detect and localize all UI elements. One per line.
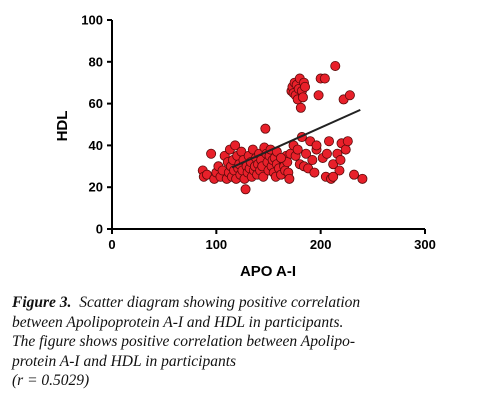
x-axis: 0 100 200 300 xyxy=(108,228,436,252)
x-axis-title: APO A-I xyxy=(240,263,296,280)
data-point xyxy=(300,81,311,92)
data-point xyxy=(349,169,360,180)
data-point xyxy=(307,155,318,166)
x-tick-label: 300 xyxy=(414,237,436,252)
data-point xyxy=(240,184,251,195)
data-point xyxy=(328,171,339,182)
data-point xyxy=(340,144,351,155)
data-point xyxy=(276,152,287,163)
data-point xyxy=(335,155,346,166)
data-point xyxy=(330,60,341,71)
data-point xyxy=(342,136,353,147)
trend-line xyxy=(231,108,361,169)
data-point xyxy=(295,102,306,113)
x-tick-label: 100 xyxy=(205,237,227,252)
y-tick-label: 20 xyxy=(89,180,103,195)
data-point xyxy=(319,73,330,84)
x-tick-label: 200 xyxy=(310,237,332,252)
y-tick-label: 60 xyxy=(89,96,103,111)
data-point xyxy=(206,148,217,159)
data-point xyxy=(344,90,355,101)
data-point xyxy=(284,173,295,184)
y-axis-title: HDL xyxy=(54,111,71,142)
caption-label: Figure 3. xyxy=(12,294,72,311)
data-points xyxy=(197,60,368,195)
data-point xyxy=(311,140,322,151)
data-point xyxy=(309,167,320,178)
scatter-chart: 0 20 40 60 80 100 0 100 200 300 HDL APO A-I xyxy=(54,13,436,281)
data-point xyxy=(324,136,335,147)
caption-text: Scatter diagram showing positive correla… xyxy=(79,294,361,311)
caption-line: The figure shows positive correlation be… xyxy=(12,333,355,350)
data-point xyxy=(260,123,271,134)
data-point xyxy=(230,140,241,151)
data-point xyxy=(297,92,308,103)
data-point xyxy=(301,148,312,159)
data-point xyxy=(357,173,368,184)
data-point xyxy=(321,148,332,159)
y-tick-label: 0 xyxy=(96,222,103,237)
data-point xyxy=(292,144,303,155)
data-point xyxy=(313,90,324,101)
y-tick-label: 100 xyxy=(81,13,103,28)
figure-caption: Figure 3. Scatter diagram showing positi… xyxy=(12,293,474,391)
y-tick-label: 40 xyxy=(89,138,103,153)
caption-line: (r = 0.5029) xyxy=(12,372,90,389)
y-tick-label: 80 xyxy=(89,54,103,69)
x-tick-label: 0 xyxy=(108,237,115,252)
data-point xyxy=(334,165,345,176)
caption-line: between Apolipoprotein A-I and HDL in pa… xyxy=(12,313,344,331)
y-axis: 0 20 40 60 80 100 xyxy=(81,13,113,237)
caption-line: protein A-I and HDL in participants xyxy=(12,352,237,370)
caption-line: Figure 3. Scatter diagram showing positi… xyxy=(12,293,474,313)
